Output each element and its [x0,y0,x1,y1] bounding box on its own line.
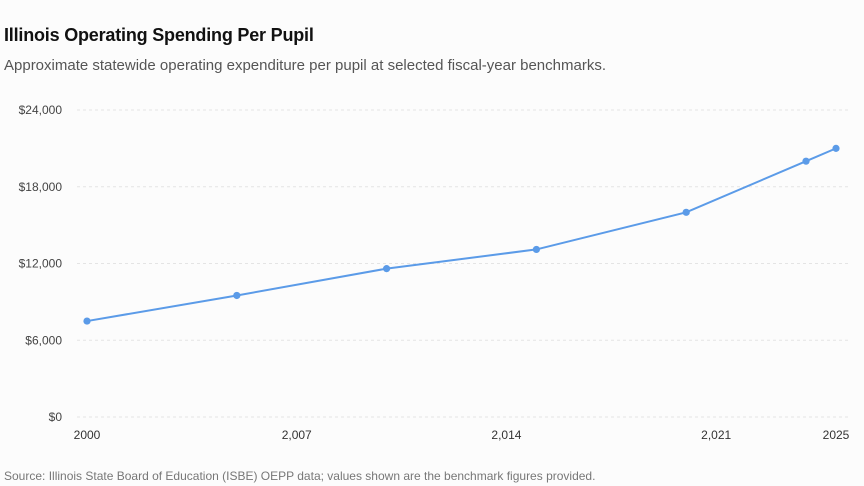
source-note: Source: Illinois State Board of Educatio… [4,469,596,483]
data-point[interactable] [802,157,810,165]
x-tick-label: 2025 [823,428,850,442]
data-point[interactable] [83,317,91,325]
data-point[interactable] [832,144,840,152]
grid-lines [77,109,850,418]
x-tick-label: 2,007 [282,428,312,442]
data-point[interactable] [532,245,541,254]
y-tick-label: $6,000 [25,333,62,347]
x-axis-ticks: 2000 2,007 2,014 2,021 2025 [74,428,850,442]
x-tick-label: 2,021 [701,428,731,442]
data-point[interactable] [682,208,690,216]
y-tick-label: $24,000 [19,103,63,117]
series-layer [83,144,840,325]
series-line [86,147,837,323]
x-tick-label: 2,014 [491,428,521,442]
chart-subtitle: Approximate statewide operating expendit… [4,57,606,74]
data-point[interactable] [233,291,241,300]
y-tick-label: $12,000 [19,257,63,271]
y-tick-label: $0 [49,410,63,424]
y-axis-ticks: $0 $6,000 $12,000 $18,000 $24,000 [19,103,63,424]
y-tick-label: $18,000 [19,180,63,194]
data-point[interactable] [383,265,391,273]
chart-title: Illinois Operating Spending Per Pupil [4,25,314,45]
x-tick-label: 2000 [74,428,101,442]
